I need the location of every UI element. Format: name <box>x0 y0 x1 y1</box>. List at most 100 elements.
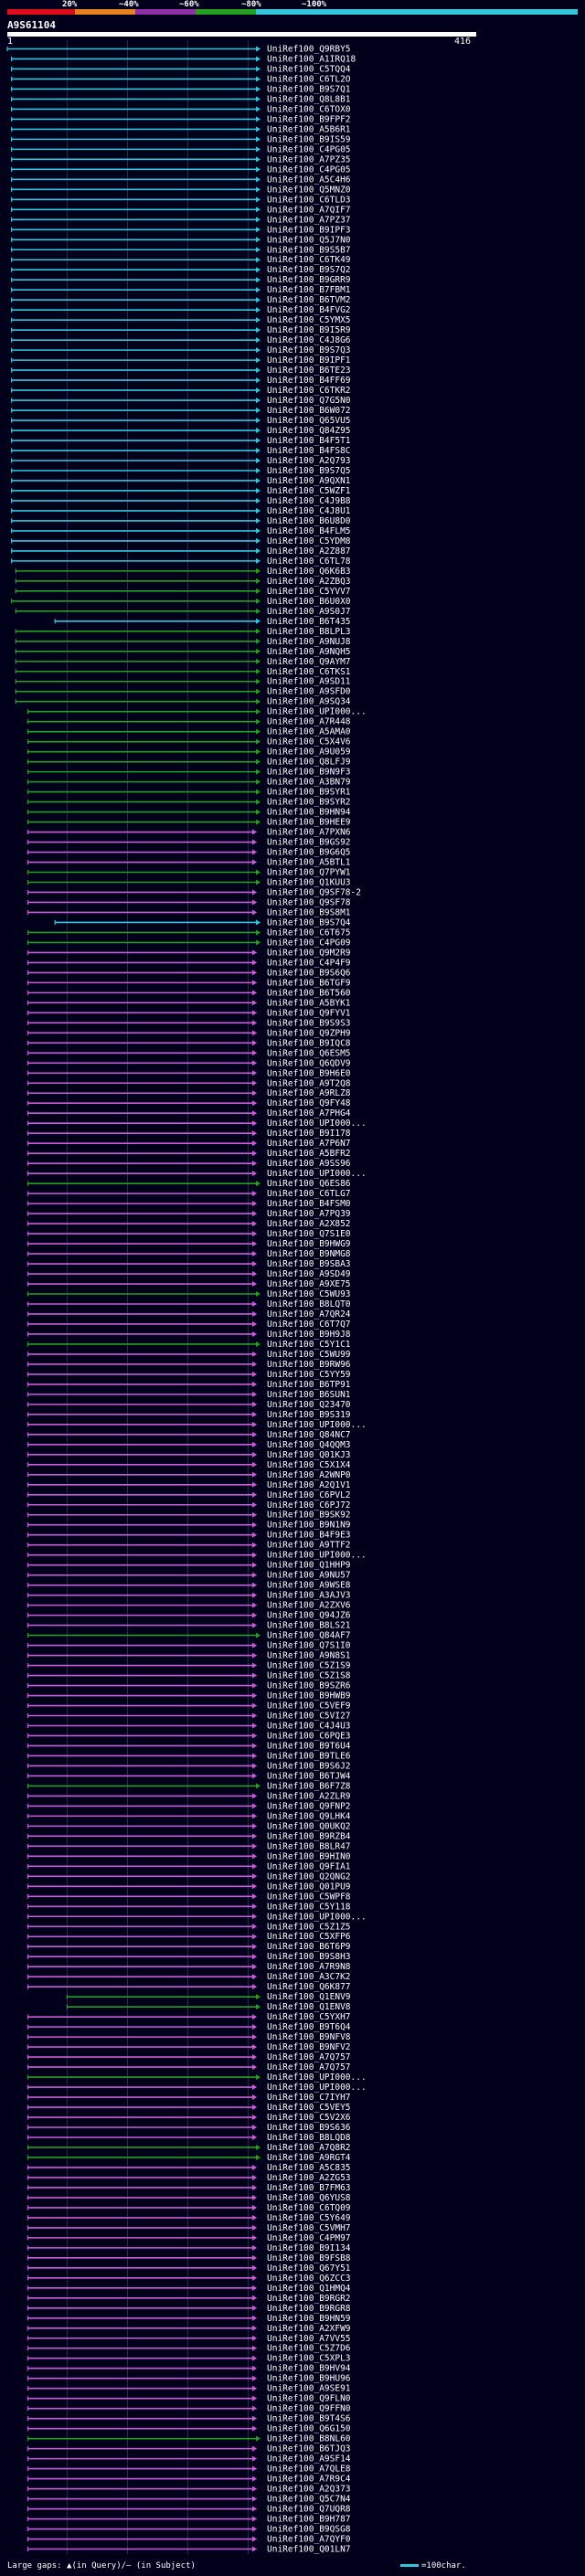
hit-label[interactable]: UniRef100_Q1HHP9 <box>267 1561 351 1571</box>
hit-label[interactable]: UniRef100_B9RW96 <box>267 1360 351 1370</box>
hit-label[interactable]: UniRef100_Q01PU9 <box>267 1882 351 1892</box>
hit-row[interactable]: UniRef100_Q9FLN0 <box>27 2394 351 2404</box>
hit-row[interactable]: UniRef100_B4FLM5 <box>11 526 351 536</box>
hit-row[interactable]: UniRef100_B8LS21 <box>27 1621 351 1631</box>
hit-row[interactable]: UniRef100_B9S7Q4 <box>54 917 351 928</box>
hit-label[interactable]: UniRef100_B9S319 <box>267 1410 351 1420</box>
hit-label[interactable]: UniRef100_Q2QNG2 <box>267 1871 351 1882</box>
hit-row[interactable]: UniRef100_C6T7Q7 <box>27 1320 351 1330</box>
hit-label[interactable]: UniRef100_A7Q8R2 <box>267 2143 351 2153</box>
hit-row[interactable]: UniRef100_B7FM63 <box>27 2183 351 2193</box>
hit-row[interactable]: UniRef100_C5X1X4 <box>27 1460 351 1470</box>
hit-row[interactable]: UniRef100_Q84Z95 <box>11 426 351 436</box>
hit-label[interactable]: UniRef100_C5YY59 <box>267 1370 351 1380</box>
hit-row[interactable]: UniRef100_B8NL60 <box>27 2434 351 2444</box>
hit-row[interactable]: UniRef100_B6T435 <box>54 617 351 627</box>
hit-label[interactable]: UniRef100_A7QLE8 <box>267 2465 351 2475</box>
hit-row[interactable]: UniRef100_Q5MNZ0 <box>11 185 351 195</box>
hit-label[interactable]: UniRef100_A5B6R1 <box>267 124 351 134</box>
hit-row[interactable]: UniRef100_A2Q373 <box>27 2485 351 2495</box>
hit-row[interactable]: UniRef100_B9IQC8 <box>27 1038 351 1048</box>
hit-row[interactable]: UniRef100_UPI000... <box>27 1420 367 1430</box>
hit-label[interactable]: UniRef100_C5V2X6 <box>267 2113 351 2123</box>
hit-row[interactable]: UniRef100_C6TL2O <box>11 74 351 84</box>
hit-label[interactable]: UniRef100_A9SD11 <box>267 677 351 687</box>
hit-label[interactable]: UniRef100_B9FPF2 <box>267 114 351 124</box>
hit-row[interactable]: UniRef100_Q84AF7 <box>27 1631 351 1641</box>
hit-label[interactable]: UniRef100_B9S8M1 <box>267 907 351 917</box>
hit-row[interactable]: UniRef100_C4PG05 <box>11 144 351 154</box>
hit-row[interactable]: UniRef100_B6W072 <box>11 406 351 416</box>
hit-row[interactable]: UniRef100_B4F9E3 <box>27 1531 351 1541</box>
hit-row[interactable]: UniRef100_Q6ZCC3 <box>27 2274 351 2284</box>
hit-label[interactable]: UniRef100_Q7S1I0 <box>267 1641 351 1651</box>
hit-row[interactable]: UniRef100_A2ZBQ3 <box>15 577 351 587</box>
hit-label[interactable]: UniRef100_A7R9N8 <box>267 1962 351 1972</box>
hit-row[interactable]: UniRef100_B9RZB4 <box>27 1831 351 1841</box>
hit-label[interactable]: UniRef100_A9NU57 <box>267 1571 351 1581</box>
hit-label[interactable]: UniRef100_B9IPF1 <box>267 355 351 366</box>
hit-row[interactable]: UniRef100_A9SF14 <box>27 2454 351 2465</box>
hit-label[interactable]: UniRef100_B9SZR6 <box>267 1681 351 1691</box>
hit-row[interactable]: UniRef100_A9SS96 <box>27 1159 351 1169</box>
hit-label[interactable]: UniRef100_Q7UQR8 <box>267 2505 351 2515</box>
hit-row[interactable]: UniRef100_B9G6Q5 <box>27 848 351 858</box>
hit-label[interactable]: UniRef100_B9HN59 <box>267 2314 351 2324</box>
hit-row[interactable]: UniRef100_Q7S1I0 <box>27 1641 351 1651</box>
hit-label[interactable]: UniRef100_C5VI27 <box>267 1712 351 1722</box>
hit-row[interactable]: UniRef100_A7QR24 <box>27 1309 351 1320</box>
hit-row[interactable]: UniRef100_B9S5B7 <box>11 245 351 255</box>
hit-label[interactable]: UniRef100_B9HIN0 <box>267 1851 351 1861</box>
hit-label[interactable]: UniRef100_A9NQH5 <box>267 647 351 657</box>
hit-row[interactable]: UniRef100_C5WU93 <box>27 1289 351 1299</box>
hit-row[interactable]: UniRef100_C7IYH7 <box>27 2093 351 2103</box>
hit-label[interactable]: UniRef100_Q01KJ3 <box>267 1450 351 1460</box>
hit-label[interactable]: UniRef100_B9S7Q5 <box>267 466 351 476</box>
hit-row[interactable]: UniRef100_B6TGF9 <box>27 978 351 988</box>
hit-row[interactable]: UniRef100_A7QLE8 <box>27 2465 351 2475</box>
hit-label[interactable]: UniRef100_UPI000... <box>267 1420 367 1430</box>
hit-row[interactable]: UniRef100_UPI000... <box>27 1118 367 1129</box>
hit-row[interactable]: UniRef100_A7Q8R2 <box>27 2143 351 2153</box>
hit-label[interactable]: UniRef100_A5BYK1 <box>267 998 351 1008</box>
hit-label[interactable]: UniRef100_B8LQT0 <box>267 1299 351 1309</box>
hit-label[interactable]: UniRef100_A7Q757 <box>267 2052 351 2062</box>
hit-label[interactable]: UniRef100_UPI000... <box>267 1551 367 1561</box>
hit-row[interactable]: UniRef100_C6TLG7 <box>27 1189 351 1199</box>
hit-row[interactable]: UniRef100_B9HN94 <box>27 808 351 818</box>
hit-row[interactable]: UniRef100_B8LPL3 <box>15 627 351 637</box>
hit-row[interactable]: UniRef100_Q6QDV9 <box>27 1058 351 1068</box>
hit-row[interactable]: UniRef100_C4J8G6 <box>11 335 351 345</box>
hit-label[interactable]: UniRef100_Q1HMQ4 <box>267 2284 351 2294</box>
hit-label[interactable]: UniRef100_Q9FYV1 <box>267 1008 351 1018</box>
hit-label[interactable]: UniRef100_B4FVG2 <box>267 305 351 315</box>
hit-label[interactable]: UniRef100_C5X1X4 <box>267 1460 351 1470</box>
hit-row[interactable]: UniRef100_B9FPF2 <box>11 114 351 124</box>
hit-row[interactable]: UniRef100_B9HN59 <box>27 2314 351 2324</box>
hit-label[interactable]: UniRef100_Q84AF7 <box>267 1631 351 1641</box>
hit-label[interactable]: UniRef100_B4FF69 <box>267 376 351 386</box>
hit-row[interactable]: UniRef100_B9QSG8 <box>27 2525 351 2535</box>
hit-label[interactable]: UniRef100_C4PG09 <box>267 938 351 948</box>
hit-label[interactable]: UniRef100_A9RGT4 <box>267 2153 351 2163</box>
hit-label[interactable]: UniRef100_B9IPF3 <box>267 225 351 235</box>
hit-label[interactable]: UniRef100_C5Z7D6 <box>267 2344 351 2354</box>
hit-row[interactable]: UniRef100_C6TQ09 <box>27 2203 351 2213</box>
hit-row[interactable]: UniRef100_C6TOX0 <box>11 104 351 114</box>
hit-label[interactable]: UniRef100_B9SYR1 <box>267 788 351 798</box>
hit-row[interactable]: UniRef100_A7R448 <box>27 717 351 727</box>
hit-row[interactable]: UniRef100_Q9LHK4 <box>27 1811 351 1821</box>
hit-row[interactable]: UniRef100_B9H787 <box>27 2515 351 2525</box>
hit-row[interactable]: UniRef100_A9SD49 <box>27 1269 351 1279</box>
hit-row[interactable]: UniRef100_C6TKS1 <box>15 667 351 677</box>
hit-row[interactable]: UniRef100_C5VMH7 <box>27 2223 351 2233</box>
hit-row[interactable]: UniRef100_Q84NC7 <box>27 1430 351 1440</box>
hit-label[interactable]: UniRef100_A9TTF2 <box>267 1541 351 1551</box>
hit-label[interactable]: UniRef100_C4PM97 <box>267 2233 351 2243</box>
hit-label[interactable]: UniRef100_B9S8H3 <box>267 1952 351 1962</box>
hit-row[interactable]: UniRef100_B9RW96 <box>27 1360 351 1370</box>
hit-label[interactable]: UniRef100_A2Z887 <box>267 546 351 557</box>
hit-label[interactable]: UniRef100_A9XE75 <box>267 1279 351 1289</box>
hit-row[interactable]: UniRef100_Q01LN7 <box>27 2545 351 2555</box>
hit-row[interactable]: UniRef100_B9TLE6 <box>27 1751 351 1761</box>
